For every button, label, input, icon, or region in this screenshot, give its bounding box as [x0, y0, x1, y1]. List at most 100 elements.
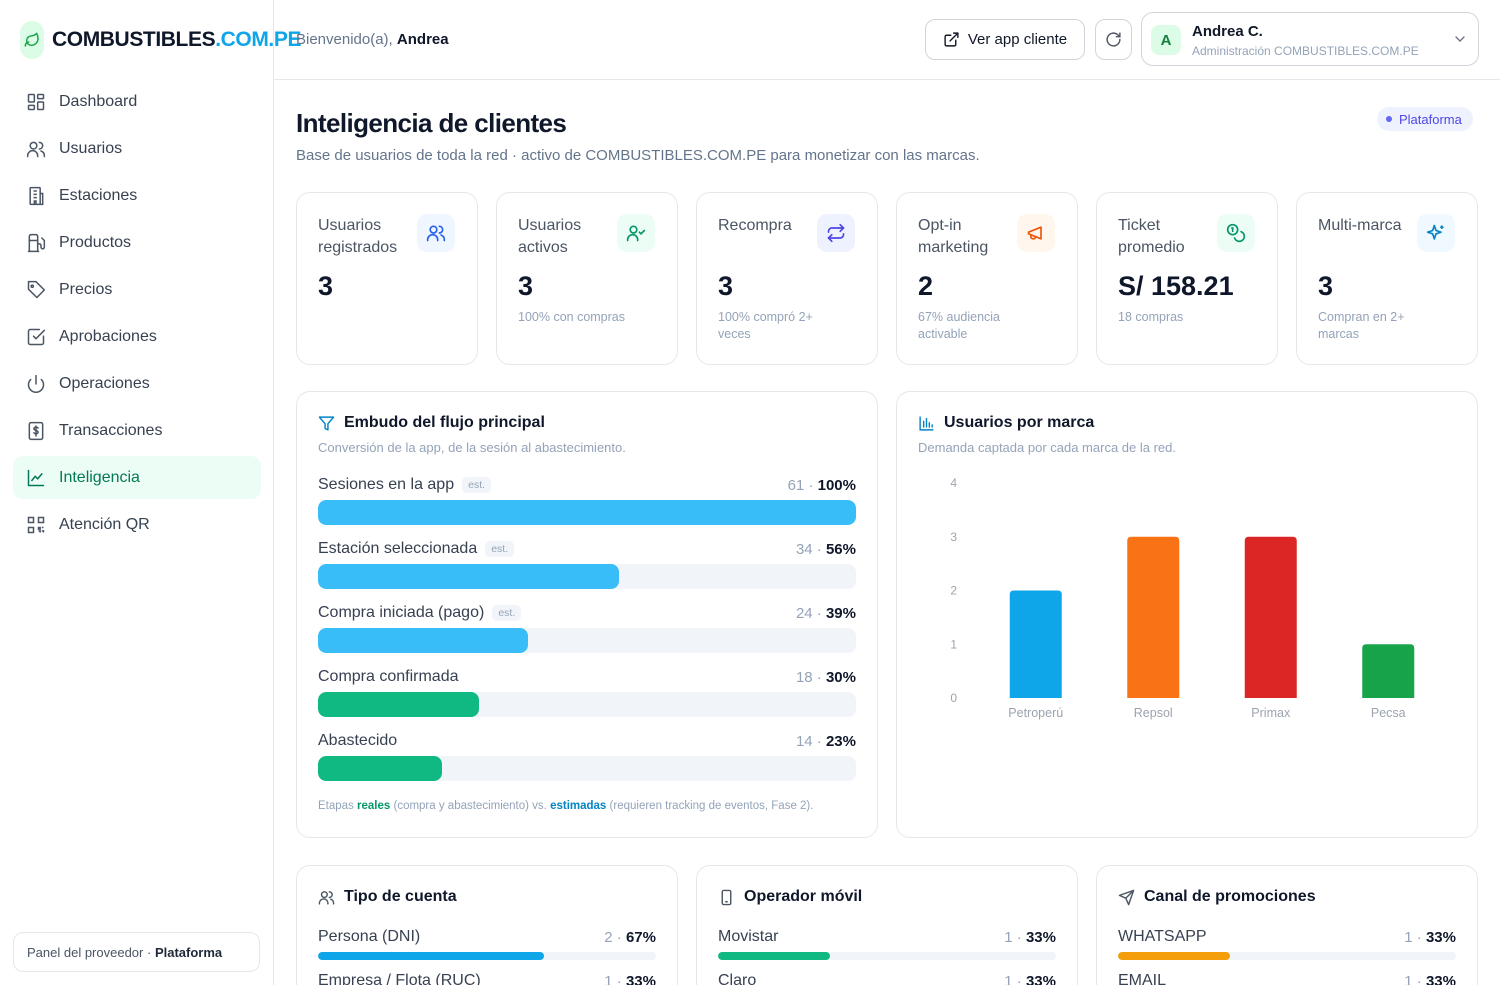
sidebar-item-atencion-qr[interactable]: Atención QR — [13, 503, 261, 546]
y-tick-label: 2 — [950, 584, 957, 598]
funnel-step: Compra confirmada 18 · 30% — [318, 666, 856, 717]
sidebar-item-label: Dashboard — [59, 92, 138, 110]
page-title: Inteligencia de clientes — [296, 108, 567, 138]
mobile-operator-card: Operador móvil Movistar 1 · 33% Claro 1 · … — [696, 865, 1078, 985]
receipt-icon — [28, 421, 44, 440]
bar-pecsa[interactable] — [1362, 644, 1415, 698]
building-icon — [29, 186, 44, 205]
mobile-operator-title: Operador móvil — [718, 888, 862, 906]
platform-badge: Plataforma — [1377, 107, 1473, 131]
fuel-pump-icon — [27, 233, 46, 252]
y-tick-label: 4 — [950, 476, 957, 490]
distribution-value: 1 · 33% — [604, 972, 656, 985]
user-menu[interactable]: A Andrea C. Administración COMBUSTIBLES.… — [1141, 12, 1479, 66]
funnel-step-label: Sesiones en la app — [318, 476, 455, 493]
y-tick-label: 0 — [950, 691, 957, 705]
funnel-step-value: 24 · 39% — [795, 604, 856, 622]
sidebar-item-usuarios[interactable]: Usuarios — [13, 127, 261, 170]
funnel-step-label: Compra confirmada — [318, 668, 459, 685]
distribution-label: Empresa / Flota (RUC) — [318, 972, 481, 985]
x-tick-label: Petroperú — [1008, 706, 1063, 720]
bar-primax[interactable] — [1244, 536, 1297, 698]
kpi-sub: Compran en 2+ marcas — [1318, 310, 1405, 341]
footer-text: Panel del proveedor · — [27, 944, 152, 960]
sidebar-item-estaciones[interactable]: Estaciones — [13, 174, 261, 217]
distribution-track — [718, 952, 1056, 960]
funnel-step: Sesiones en la app est. 61 · 100% — [318, 474, 856, 525]
sidebar-item-transacciones[interactable]: Transacciones — [13, 409, 261, 452]
sidebar-item-label: Productos — [59, 233, 132, 251]
distribution-label: EMAIL — [1118, 972, 1167, 985]
kpi-value: 3 — [318, 271, 334, 301]
x-tick-label: Pecsa — [1371, 706, 1406, 720]
kpi-value: 2 — [918, 271, 934, 301]
kpi-usuarios-activos: Usuarios activos 3 100% con compras — [496, 192, 678, 365]
distribution-value: 2 · 67% — [604, 928, 656, 946]
dashboard-icon — [27, 93, 45, 110]
view-client-app-button[interactable]: Ver app cliente — [925, 19, 1085, 60]
smartphone-icon — [721, 889, 732, 905]
bar-repsol[interactable] — [1127, 536, 1180, 698]
brand-logo[interactable]: COMBUSTIBLES.COM.PE — [20, 20, 301, 60]
y-tick-label: 1 — [950, 637, 957, 651]
tag-icon — [27, 280, 46, 298]
brand-bar-chart: 0 1 2 3 4 Petroperú Repsol Primax Pecsa — [950, 476, 1415, 720]
funnel-subtitle: Conversión de la app, de la sesión al ab… — [318, 440, 626, 455]
qr-code-icon — [27, 516, 45, 533]
sidebar-item-dashboard[interactable]: Dashboard — [13, 80, 261, 123]
refresh-button[interactable] — [1095, 19, 1132, 60]
chart-title: Usuarios por marca — [918, 414, 1094, 432]
kpi-recompra: Recompra 3 100% compró 2+ veces — [696, 192, 878, 365]
page-subtitle: Base de usuarios de toda la red · activo… — [296, 147, 980, 164]
funnel-bar-fill — [318, 564, 620, 589]
kpi-value: 3 — [718, 271, 734, 301]
funnel-bar-fill — [318, 628, 528, 653]
sidebar-item-aprobaciones[interactable]: Aprobaciones — [13, 315, 261, 358]
funnel-bar-track — [318, 756, 856, 781]
distribution-label: Movistar — [718, 928, 779, 945]
kpi-label: Ticket promedio — [1118, 217, 1185, 256]
sidebar-footer: Panel del proveedor · Plataforma — [13, 932, 260, 972]
distribution-row: Persona (DNI) 2 · 67% — [318, 926, 656, 960]
sidebar-item-productos[interactable]: Productos — [13, 221, 261, 264]
x-tick-label: Primax — [1251, 706, 1291, 720]
sidebar-item-precios[interactable]: Precios — [13, 268, 261, 311]
sidebar-item-operaciones[interactable]: Operaciones — [13, 362, 261, 405]
kpi-value: 3 — [1318, 271, 1334, 301]
promo-channel-card: Canal de promociones WHATSAPP 1 · 33% EMA… — [1096, 865, 1478, 985]
sidebar-nav: Dashboard Usuarios Estaciones Productos … — [13, 80, 261, 550]
distribution-value: 1 · 33% — [1404, 928, 1456, 946]
funnel-step-value: 14 · 23% — [795, 732, 856, 750]
sidebar-item-label: Aprobaciones — [59, 327, 157, 345]
funnel-bar-fill — [318, 756, 442, 781]
bar-petroperú[interactable] — [1009, 590, 1062, 699]
top-header: Bienvenido(a), Andrea Ver app cliente A … — [274, 0, 1500, 80]
check-square-icon — [27, 328, 46, 345]
brand-users-card: Usuarios por marca Demanda captada por c… — [896, 391, 1478, 838]
kpi-label: Recompra — [718, 217, 792, 234]
sidebar-item-label: Usuarios — [59, 139, 123, 157]
distribution-row: Claro 1 · 33% — [718, 970, 1056, 985]
funnel-note: Etapas reales (compra y abastecimiento) … — [318, 800, 814, 812]
funnel-step-value: 18 · 30% — [795, 668, 856, 686]
sidebar-item-label: Precios — [59, 280, 113, 298]
estimated-tag: est. — [485, 541, 515, 557]
user-name: Andrea C. — [1192, 23, 1263, 40]
funnel-bar-track — [318, 628, 856, 653]
user-check-icon — [617, 214, 655, 252]
estimated-tag: est. — [462, 477, 492, 493]
distribution-fill — [718, 952, 830, 960]
sidebar-item-inteligencia[interactable]: Inteligencia — [13, 456, 261, 499]
users-icon — [318, 890, 335, 905]
sidebar-item-label: Transacciones — [59, 421, 163, 439]
distribution-value: 1 · 33% — [1004, 972, 1056, 985]
line-chart-icon — [27, 469, 45, 486]
kpi-sub: 67% audiencia activable — [918, 310, 1001, 341]
user-role: Administración COMBUSTIBLES.COM.PE — [1192, 44, 1419, 58]
kpi-label: Multi-marca — [1318, 217, 1402, 234]
distribution-fill — [1118, 952, 1230, 960]
funnel-step-value: 61 · 100% — [787, 476, 856, 494]
kpi-label: Usuarios activos — [518, 217, 582, 256]
funnel-step: Estación seleccionada est. 34 · 56% — [318, 538, 856, 589]
kpi-sub: 100% con compras — [518, 310, 626, 324]
